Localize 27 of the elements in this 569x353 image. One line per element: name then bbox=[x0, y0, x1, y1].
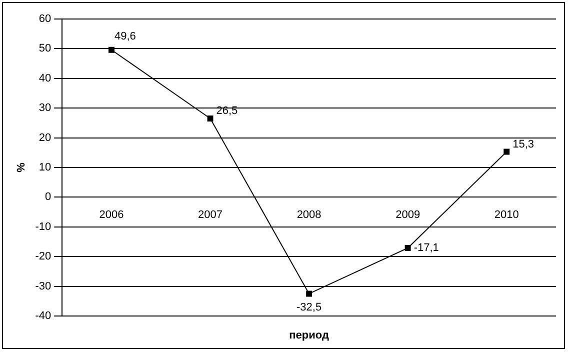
y-tick-label: 30 bbox=[38, 102, 52, 114]
y-tick-label: 60 bbox=[38, 13, 52, 26]
y-tick-label: 10 bbox=[38, 162, 52, 174]
point bbox=[504, 148, 510, 155]
data-label: -32,5 bbox=[296, 301, 322, 314]
y-tick-label: 40 bbox=[38, 72, 52, 84]
data-label: 15,3 bbox=[512, 138, 534, 150]
x-tick-label: 2006 bbox=[99, 208, 124, 221]
x-tick-label: 2010 bbox=[494, 208, 519, 221]
y-tick-label: 20 bbox=[38, 132, 52, 144]
y-tick-label: 0 bbox=[44, 191, 52, 204]
y-tick-label: -20 bbox=[35, 250, 52, 263]
data-label: -17,1 bbox=[414, 242, 439, 254]
point bbox=[207, 116, 214, 122]
y-tick-label: -30 bbox=[35, 280, 52, 292]
y-axis-title: % bbox=[16, 162, 28, 172]
x-tick-label: 2009 bbox=[396, 208, 420, 221]
point bbox=[306, 290, 312, 297]
y-tick-label: -10 bbox=[35, 220, 52, 233]
point bbox=[404, 245, 411, 251]
x-tick-label: 2007 bbox=[198, 208, 223, 221]
x-tick-label: 2008 bbox=[296, 208, 322, 221]
y-tick-label: -40 bbox=[35, 310, 52, 322]
data-label: 49,6 bbox=[114, 30, 136, 42]
y-tick-label: 50 bbox=[38, 42, 52, 55]
point bbox=[108, 46, 114, 53]
x-axis-title: период bbox=[289, 330, 329, 342]
